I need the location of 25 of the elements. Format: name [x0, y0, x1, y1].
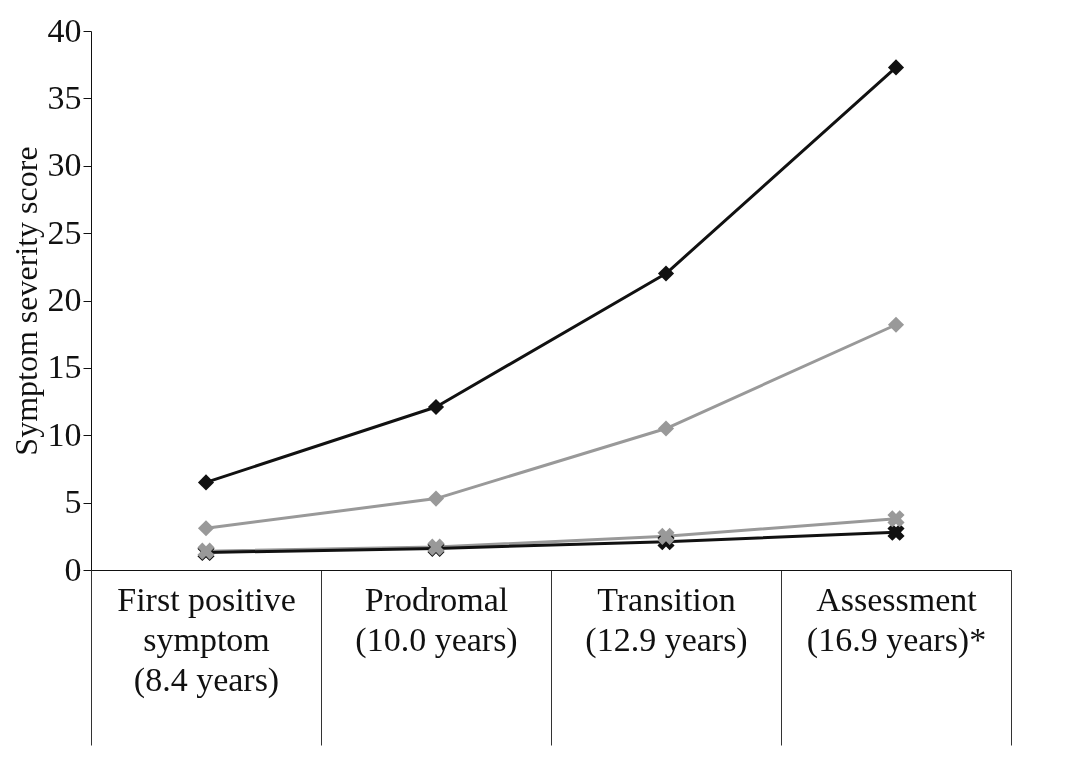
- x-tick-label: First positive symptom (8.4 years): [117, 580, 296, 699]
- y-tick-label: 20: [47, 281, 82, 318]
- point: [427, 490, 445, 507]
- y-tick-label: 25: [47, 213, 82, 251]
- y-tick-label: 40: [47, 11, 82, 49]
- x-tick-label: Prodromal (10.0 years): [355, 580, 518, 659]
- y-axis-title: Symptom severity score: [7, 146, 44, 456]
- point: [657, 420, 675, 437]
- y-tick-label: 15: [47, 348, 82, 386]
- x-tick-label: Transition (12.9 years): [585, 580, 748, 659]
- point: [887, 523, 905, 541]
- point: [197, 474, 215, 491]
- point: [657, 527, 675, 545]
- point: [197, 520, 215, 537]
- point: [887, 510, 905, 528]
- point: [887, 316, 905, 333]
- point: [887, 59, 905, 76]
- y-tick-label: 10: [47, 415, 82, 453]
- x-tick-label: Assessment (16.9 years)*: [806, 580, 987, 659]
- y-tick-label: 5: [64, 483, 82, 521]
- point: [657, 265, 675, 282]
- y-tick-label: 0: [64, 550, 82, 588]
- y-tick-label: 35: [47, 78, 82, 116]
- point: [427, 398, 445, 416]
- y-tick-label: 30: [47, 146, 82, 184]
